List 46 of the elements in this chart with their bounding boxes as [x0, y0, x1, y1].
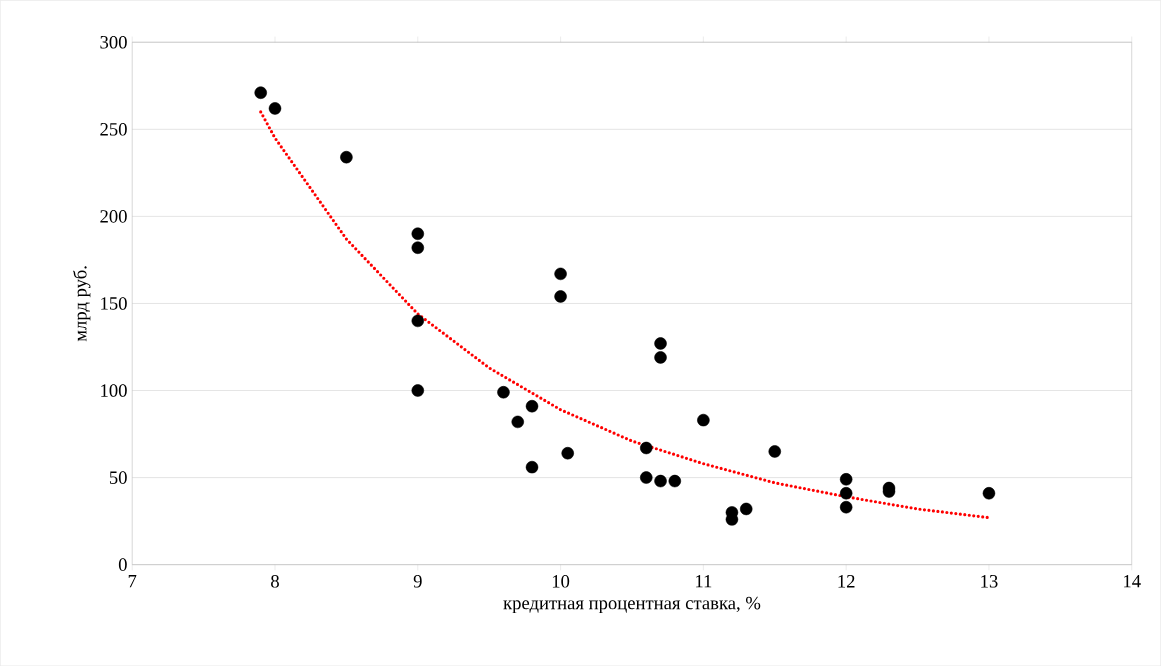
x-tick-label: 7	[128, 574, 137, 588]
point	[654, 474, 667, 488]
point	[982, 486, 996, 500]
point	[654, 337, 667, 350]
y-tick-label: 0	[118, 558, 127, 571]
point	[411, 227, 425, 240]
x-axis-title: кредитная процентная ставка, %	[503, 596, 761, 614]
point	[525, 460, 539, 474]
y-tick-label: 100	[101, 384, 127, 397]
x-tick-label: 13	[981, 574, 998, 588]
point	[497, 385, 510, 399]
y-tick-label: 50	[109, 471, 127, 484]
x-tick-label: 10	[552, 574, 570, 588]
point	[411, 384, 425, 397]
y-tick-label: 150	[101, 297, 127, 310]
point	[640, 441, 653, 455]
x-tick-label: 12	[838, 574, 855, 588]
point	[340, 150, 353, 164]
point	[554, 290, 567, 303]
point	[525, 399, 539, 413]
point	[725, 513, 739, 526]
point	[839, 500, 853, 514]
point	[268, 102, 282, 115]
point	[839, 486, 853, 500]
x-tick-label: 8	[271, 574, 279, 588]
x-tick-label: 11	[696, 574, 712, 588]
y-axis-title: млрд руб.	[73, 266, 91, 342]
point	[411, 314, 425, 328]
point	[839, 472, 853, 486]
point	[511, 415, 524, 429]
point	[554, 267, 567, 280]
point	[254, 86, 267, 99]
point	[768, 445, 782, 458]
point	[668, 474, 682, 488]
point	[697, 413, 710, 427]
x-tick-label: 9	[413, 574, 422, 588]
point	[654, 351, 667, 364]
line-series	[259, 110, 991, 520]
point	[561, 446, 574, 460]
x-tick-label: 14	[1124, 574, 1141, 588]
point	[739, 502, 753, 516]
y-tick-label: 250	[100, 122, 127, 136]
point	[640, 471, 653, 484]
point	[411, 241, 425, 254]
y-tick-label: 300	[100, 35, 127, 49]
y-tick-label: 200	[100, 209, 127, 223]
